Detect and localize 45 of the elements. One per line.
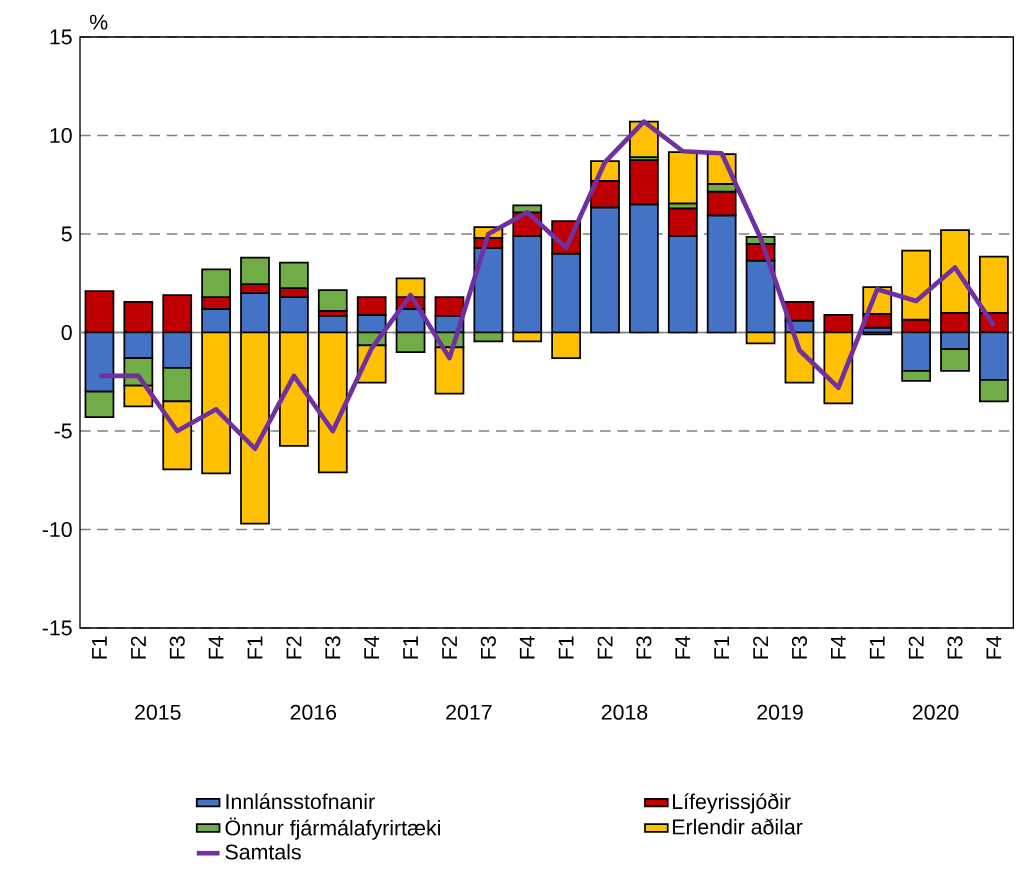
y-tick-label: -10 (42, 521, 72, 538)
bar (667, 151, 698, 205)
x-tick-label: F2 (753, 636, 769, 659)
text: 2018 (601, 704, 648, 720)
legend-label: Innlánsstofnanir (226, 793, 375, 810)
x-tick-label: F3 (791, 636, 807, 659)
text: 2016 (290, 704, 337, 720)
x-tick-label: F1 (869, 636, 885, 659)
x-tick-label: F1 (92, 636, 107, 659)
x-tick-label: F3 (480, 636, 496, 659)
x-tick-label: F2 (597, 636, 613, 659)
line-series (97, 119, 997, 452)
x-tick-label: F4 (519, 636, 535, 659)
text: 2020 (912, 704, 959, 720)
x-tick-label: F1 (714, 636, 730, 659)
text: 2017 (446, 704, 492, 720)
x-tick-label: F2 (130, 636, 146, 659)
x-tick-label: F3 (947, 636, 963, 659)
legend-label: Erlendir aðilar (673, 818, 803, 835)
x-tick-label: F4 (364, 636, 380, 659)
legend-label: Lífeyrissjóðir (673, 793, 791, 814)
y-tick-label: -5 (54, 423, 72, 439)
text: 2015 (135, 704, 181, 720)
y-tick-label: 10 (50, 127, 72, 144)
x-tick-label: F1 (558, 636, 574, 659)
x-tick-label: F3 (325, 636, 341, 659)
legend-label: Önnur fjármálafyrirtæki (225, 817, 440, 840)
y-tick-label: -15 (42, 620, 72, 636)
x-tick-label: F4 (831, 636, 846, 659)
text: 2019 (757, 704, 803, 720)
x-tick-label: F1 (247, 636, 263, 659)
x-tick-label: F2 (442, 636, 457, 659)
y-axis-title: % (89, 14, 108, 30)
x-tick-label: F4 (208, 636, 224, 659)
x-tick-label: F1 (403, 636, 418, 659)
x-tick-label: F3 (169, 636, 185, 659)
y-tick-label: 0 (61, 324, 72, 341)
x-tick-label: F2 (286, 636, 302, 659)
legend-label: Samtals (225, 843, 301, 860)
x-tick-label: F2 (908, 636, 924, 659)
x-tick-label: F4 (986, 636, 1002, 659)
x-tick-label: F3 (636, 636, 652, 659)
x-tick-label: F4 (675, 636, 691, 659)
y-tick-label: 5 (61, 226, 72, 242)
y-tick-label: 15 (50, 29, 72, 45)
